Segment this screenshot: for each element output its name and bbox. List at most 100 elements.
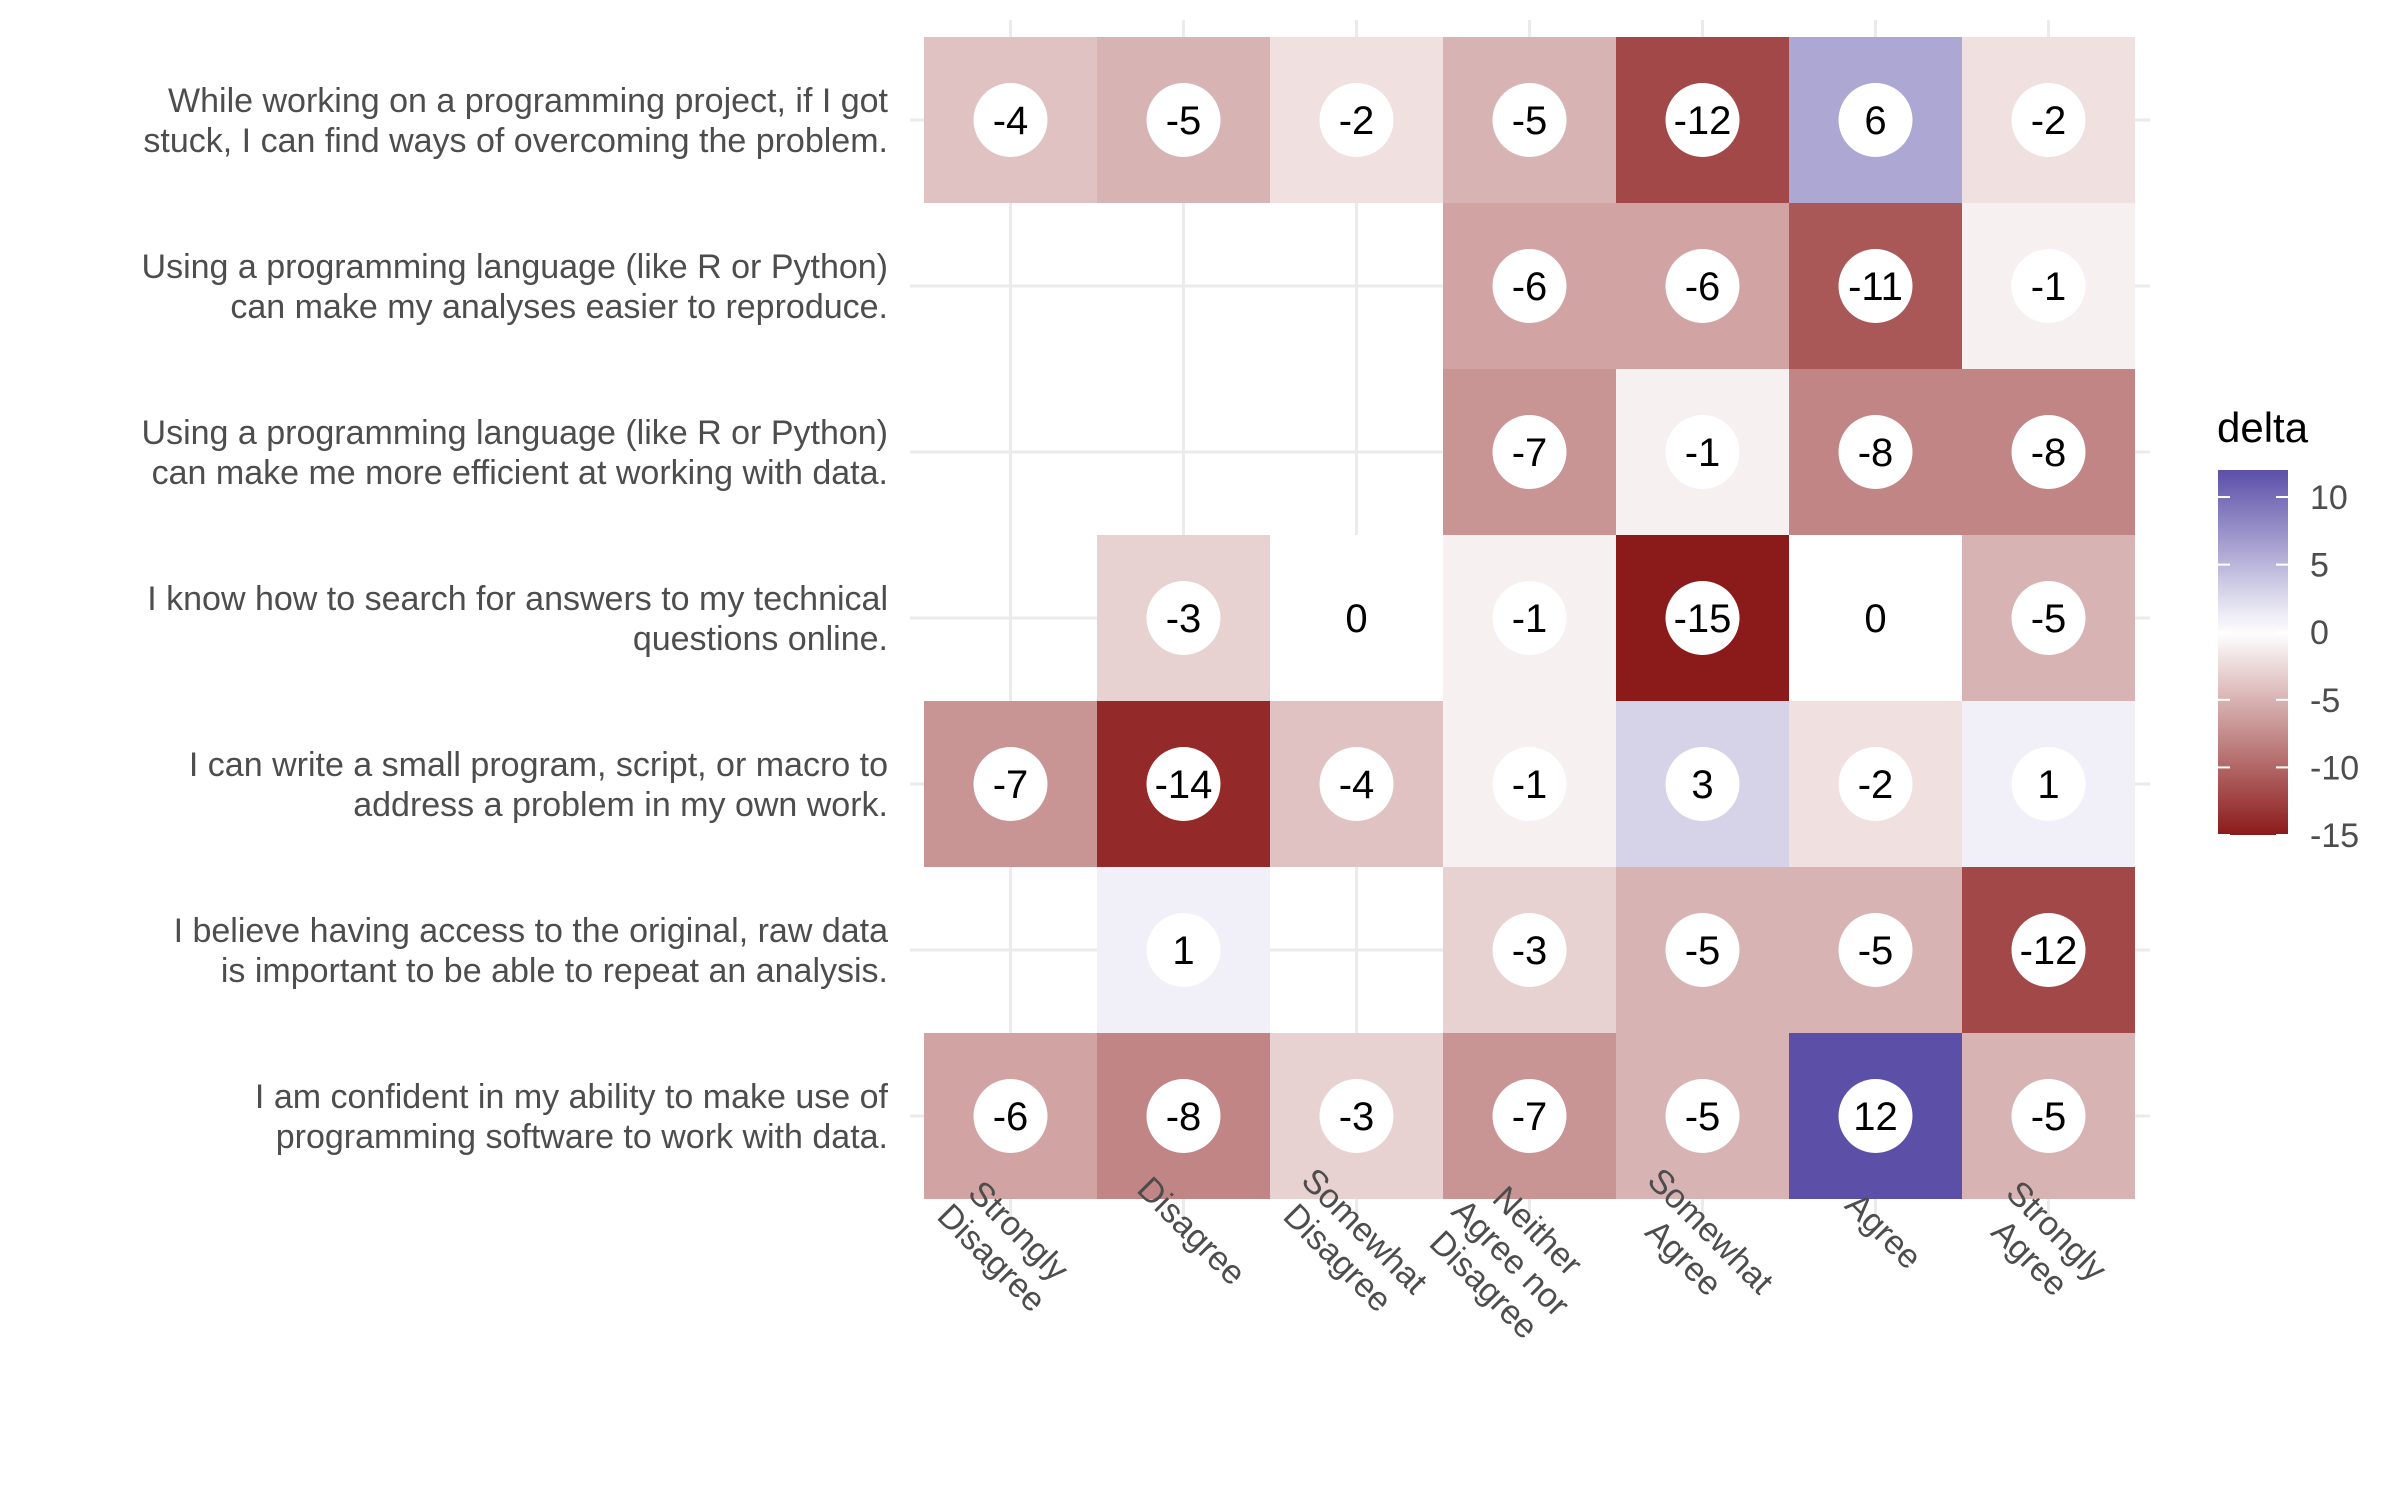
cell-value-label: -5: [2031, 1095, 2067, 1139]
cell-value-label: -5: [1858, 929, 1894, 973]
x-axis-label: Agree: [1838, 1186, 1929, 1277]
cell-label-background: [2011, 581, 2086, 655]
cell-label-background: [1492, 581, 1567, 655]
cell-label-background: [1838, 83, 1913, 157]
cell-value-label: -8: [1166, 1095, 1202, 1139]
cell-value-label: -1: [1512, 597, 1548, 641]
cell-label-background: [1492, 1079, 1567, 1153]
cell-label-background: [1665, 747, 1740, 821]
cell-value-label: -1: [1685, 431, 1721, 475]
x-axis-label-group: Agree: [1838, 1186, 1929, 1277]
cell-label-background: [1838, 581, 1913, 655]
cell-value-label: -2: [1339, 99, 1375, 143]
cell-label-background: [1492, 415, 1567, 489]
y-axis-label: I am confident in my ability to make use…: [255, 1078, 889, 1156]
cell-value-label: -6: [1685, 265, 1721, 309]
y-axis-label: I can write a small program, script, or …: [189, 746, 888, 824]
cell-value-label: -5: [1166, 99, 1202, 143]
cell-label-background: [1492, 83, 1567, 157]
cell-value-label: -3: [1166, 597, 1202, 641]
cell-value-label: 6: [1864, 99, 1886, 143]
y-axis-label: Using a programming language (like R or …: [142, 248, 888, 326]
cell-value-label: 3: [1691, 763, 1713, 807]
cell-label-background: [1665, 913, 1740, 987]
cell-value-label: 12: [1853, 1095, 1898, 1139]
y-axis-labels: While working on a programming project, …: [142, 82, 889, 1156]
cell-label-background: [1838, 1079, 1913, 1153]
cell-label-background: [1319, 581, 1394, 655]
cell-value-label: -2: [2031, 99, 2067, 143]
cell-label-background: [1319, 83, 1394, 157]
legend-tick-label: -15: [2310, 817, 2359, 855]
cell-label-background: [1492, 747, 1567, 821]
cell-value-label: -1: [2031, 265, 2067, 309]
cell-value-label: -4: [993, 99, 1029, 143]
cell-value-label: -5: [1685, 1095, 1721, 1139]
cell-value-label: -1: [1512, 763, 1548, 807]
cell-value-label: 0: [1864, 597, 1886, 641]
cell-value-label: -15: [1674, 597, 1732, 641]
cell-value-label: -3: [1512, 929, 1548, 973]
legend-tick-label: 10: [2310, 479, 2348, 517]
cell-value-label: -12: [2020, 929, 2078, 973]
legend-tick-label: 0: [2310, 614, 2329, 652]
cell-label-background: [973, 83, 1048, 157]
y-axis-label: I know how to search for answers to my t…: [147, 580, 888, 658]
cell-label-background: [1665, 249, 1740, 323]
cell-value-label: -2: [1858, 763, 1894, 807]
cell-label-background: [1146, 1079, 1221, 1153]
cell-label-background: [1838, 747, 1913, 821]
cell-label-background: [2011, 249, 2086, 323]
y-axis-label: While working on a programming project, …: [143, 82, 888, 160]
cell-value-label: -7: [993, 763, 1029, 807]
cell-label-background: [2011, 747, 2086, 821]
cell-value-label: -4: [1339, 763, 1375, 807]
cell-value-label: -8: [2031, 431, 2067, 475]
cell-label-background: [2011, 1079, 2086, 1153]
cell-label-background: [1838, 415, 1913, 489]
cell-labels: -4 -5 -2 -5 -12 6 -2-6 -6 -11 -1-7 -1 -8 -8-3 0 -1 -15 0…: [973, 83, 2086, 1153]
cell-value-label: 1: [2037, 763, 2059, 807]
cell-value-label: -6: [993, 1095, 1029, 1139]
cell-label-background: [1665, 83, 1740, 157]
cell-label-background: [973, 1079, 1048, 1153]
cell-value-label: -6: [1512, 265, 1548, 309]
cell-label-background: [1146, 83, 1221, 157]
cell-label-background: [1146, 747, 1221, 821]
cell-label-background: [1492, 249, 1567, 323]
cell-value-label: -7: [1512, 1095, 1548, 1139]
legend-title: delta: [2217, 404, 2309, 451]
cell-label-background: [2011, 83, 2086, 157]
cell-value-label: -12: [1674, 99, 1732, 143]
cell-value-label: -5: [2031, 597, 2067, 641]
cell-value-label: -3: [1339, 1095, 1375, 1139]
cell-label-background: [2011, 415, 2086, 489]
cell-value-label: -5: [1512, 99, 1548, 143]
y-axis-label: Using a programming language (like R or …: [142, 414, 888, 492]
cell-value-label: -8: [1858, 431, 1894, 475]
cell-label-background: [2011, 913, 2086, 987]
cell-label-background: [1492, 913, 1567, 987]
cell-label-background: [1665, 1079, 1740, 1153]
cell-value-label: 1: [1172, 929, 1194, 973]
cell-value-label: -14: [1155, 763, 1213, 807]
cell-label-background: [1665, 581, 1740, 655]
y-axis-label: I believe having access to the original,…: [174, 912, 889, 990]
cell-label-background: [1319, 1079, 1394, 1153]
cell-label-background: [1146, 913, 1221, 987]
cell-label-background: [1838, 913, 1913, 987]
cell-label-background: [973, 747, 1048, 821]
cell-label-background: [1838, 249, 1913, 323]
cell-label-background: [1319, 747, 1394, 821]
cell-value-label: 0: [1345, 597, 1367, 641]
heatmap-cells: [924, 37, 2135, 1199]
legend-tick-label: 5: [2310, 547, 2329, 585]
legend-tick-label: -10: [2310, 749, 2359, 787]
cell-label-background: [1665, 415, 1740, 489]
cell-value-label: -11: [1848, 265, 1903, 309]
cell-label-background: [1146, 581, 1221, 655]
legend-colorbar: [2218, 470, 2288, 835]
cell-value-label: -7: [1512, 431, 1548, 475]
legend-tick-label: -5: [2310, 682, 2340, 720]
